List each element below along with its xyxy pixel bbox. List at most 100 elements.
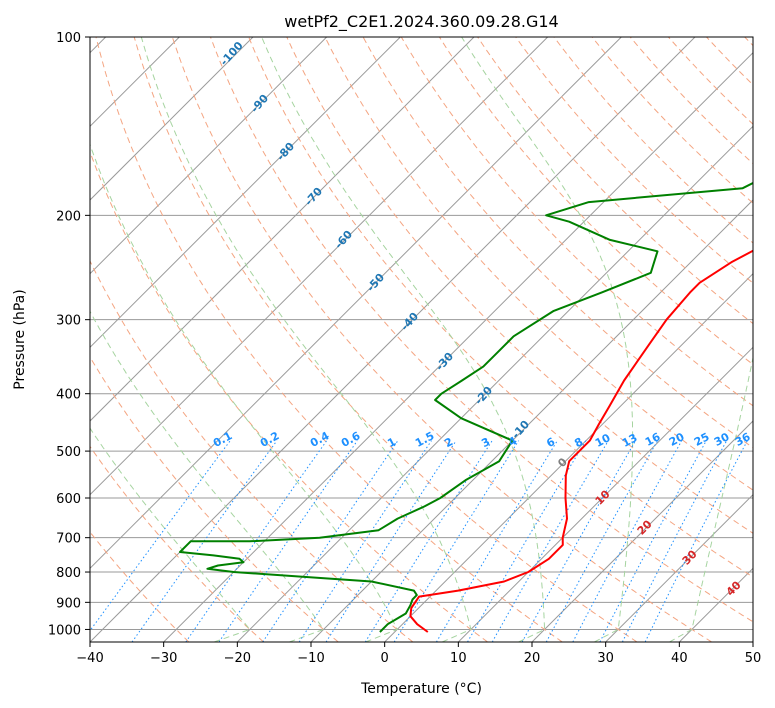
mixing-ratio-line [599, 440, 707, 642]
mixing-ratio-line [185, 440, 328, 642]
isotherm-line [457, 346, 753, 642]
mixing-ratio-label: 0.2 [258, 429, 281, 450]
dry-adiabat-line [90, 150, 488, 642]
isotherm-line [531, 420, 753, 642]
isotherm-line [605, 493, 753, 642]
dry-adiabat-line [324, 37, 753, 491]
isotherm-line [90, 37, 328, 275]
mixing-ratio-label: 25 [692, 430, 712, 449]
dewpoint-profile-line [179, 181, 753, 633]
plot-area [90, 37, 753, 642]
dry-adiabat-line [248, 37, 753, 578]
dry-adiabat-line [515, 37, 753, 284]
mixing-ratio-line [572, 440, 683, 642]
y-tick-label: 900 [56, 596, 81, 611]
x-tick-label: −20 [224, 651, 251, 666]
mixing-ratio-label: 0.4 [308, 429, 332, 450]
mixing-ratio-label: 6 [544, 435, 557, 450]
dry-adiabat-line [286, 37, 753, 534]
moist-adiabat-line [140, 37, 472, 642]
isotherm-line [752, 641, 753, 642]
moist-adiabat-line [90, 427, 251, 642]
isotherm-line [90, 37, 622, 570]
dry-adiabat-line [95, 37, 563, 642]
y-tick-label: 300 [56, 314, 81, 329]
mixing-ratio-label: 16 [643, 430, 663, 449]
x-tick-label: 40 [671, 651, 688, 666]
moist-adiabat-line [90, 142, 398, 642]
x-tick-label: 50 [745, 651, 762, 666]
mixing-ratio-line [435, 440, 558, 642]
x-tick-label: 30 [597, 651, 614, 666]
mixing-ratio-label: 0.1 [211, 429, 234, 450]
dry-adiabat-line [90, 259, 414, 642]
line-labels: -100-90-80-70-60-50-40-30-20-100.1 0.2 0.4… [211, 39, 753, 599]
dry-adiabat-line [90, 356, 339, 642]
chart-title: wetPf2_C2E1.2024.360.09.28.G14 [284, 12, 558, 32]
dry-adiabat-line [210, 37, 753, 623]
mixing-ratio-line [325, 440, 457, 642]
isotherm-line [310, 199, 753, 642]
mixing-ratio-line [364, 440, 493, 642]
mixing-ratio-line [621, 440, 728, 642]
mixing-ratio-line [467, 440, 587, 642]
moist-adiabat-line [669, 355, 753, 642]
moist-adiabat-label: 40 [724, 578, 744, 598]
mixing-ratio-line [491, 440, 609, 642]
isotherm-line [90, 37, 254, 201]
mixing-ratio-label: 13 [620, 431, 640, 450]
y-tick-label: 1000 [48, 623, 81, 638]
dry-adiabat-label: -100 [218, 39, 246, 68]
mixing-ratio-line [90, 440, 231, 632]
y-axis-label: Pressure (hPa) [12, 289, 28, 389]
mixing-ratio-line [644, 440, 748, 642]
moist-adiabat-label: 20 [635, 517, 655, 537]
mixing-ratio-label: 2 [442, 435, 455, 450]
mixing-ratio-label: 20 [667, 430, 687, 449]
x-axis-label: Temperature (°C) [360, 681, 482, 697]
moist-adiabat-line [461, 37, 634, 642]
dry-adiabat-line [668, 37, 753, 125]
dry-adiabat-line [171, 37, 712, 642]
isotherm-line [90, 37, 549, 496]
dry-adiabat-line [90, 445, 264, 642]
mixing-ratio-label: 30 [712, 430, 732, 449]
dry-adiabat-line [744, 37, 753, 47]
x-tick-label: 10 [450, 651, 467, 666]
mixing-ratio-label: 10 [593, 431, 613, 450]
mixing-ratio-label: 3 [479, 435, 492, 450]
moist-adiabat-line [90, 310, 325, 642]
temperature-profile-line [409, 249, 753, 633]
y-tick-label: 600 [56, 492, 81, 507]
x-tick-label: −10 [297, 651, 324, 666]
isotherm-line [236, 125, 753, 642]
y-tick-label: 700 [56, 532, 81, 547]
mixing-ratio-line [545, 440, 659, 642]
mixing-ratio-label: 36 [733, 430, 753, 449]
x-tick-label: 0 [381, 651, 389, 666]
axes: −40 −30 −20 −10 0 10 20 30 40 50 1000 900 800 700 600 5… [48, 31, 761, 666]
mixing-ratio-label: 1 [385, 435, 398, 450]
y-tick-label: 800 [56, 566, 81, 581]
isotherm-line [90, 37, 475, 422]
dry-adiabat-line [591, 37, 753, 204]
moist-adiabat-line [261, 37, 546, 642]
mixing-ratio-line [131, 440, 278, 642]
x-tick-label: −40 [76, 651, 103, 666]
y-tick-label: 400 [56, 388, 81, 403]
isotherm-line [90, 37, 401, 349]
x-tick-label: 20 [524, 651, 541, 666]
mixing-ratio-line [393, 440, 520, 642]
y-tick-label: 100 [56, 31, 81, 46]
plot-frame [89, 36, 754, 643]
mixing-ratio-line [262, 440, 399, 642]
mixing-ratio-line [521, 440, 637, 642]
isotherm-line [163, 51, 753, 642]
mixing-ratio-line [298, 440, 432, 642]
x-tick-label: −30 [150, 651, 177, 666]
y-tick-label: 200 [56, 209, 81, 224]
y-tick-label: 500 [56, 445, 81, 460]
dry-adiabat-line [706, 37, 753, 86]
isotherm-line [384, 272, 753, 642]
